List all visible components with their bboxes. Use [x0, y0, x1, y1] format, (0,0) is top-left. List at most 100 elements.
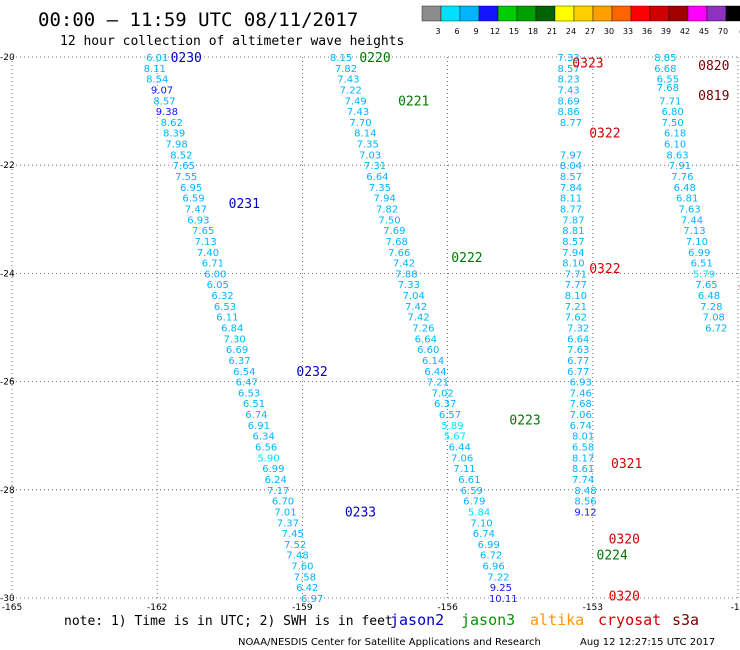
swh-value-jason3: 7.82 [335, 64, 357, 75]
satellite-legend: jason2 jason3 altika cryosat s3a [390, 611, 699, 629]
swh-value-jason2: 7.65 [173, 161, 195, 172]
swh-value-cryosat: 7.94 [562, 248, 584, 259]
swh-value-cryosat: 7.87 [562, 215, 584, 226]
swh-value-cryosat: 8.04 [560, 161, 582, 172]
swh-value-jason2: 7.98 [165, 140, 187, 151]
swh-value-jason2: 8.62 [161, 118, 183, 129]
swh-value-jason2: 6.74 [245, 410, 267, 421]
swh-value-jason2: 8.11 [144, 64, 166, 75]
swh-value-cryosat: 6.64 [567, 334, 589, 345]
swh-value-jason2: 6.34 [253, 432, 275, 443]
swh-value-jason3: 6.60 [417, 345, 439, 356]
swh-value-jason2: 6.69 [226, 345, 248, 356]
pass-time-label: 0820 [698, 59, 729, 74]
pass-time-label: 0819 [698, 89, 729, 104]
y-tick-label: -28 [0, 486, 15, 496]
swh-value-jason3: 7.88 [395, 269, 417, 280]
swh-value-jason3: 7.70 [349, 118, 371, 129]
swh-value-jason3: 7.31 [364, 161, 386, 172]
swh-value-jason2: 6.97 [301, 594, 323, 605]
legend-note: note: 1) Time is in UTC; 2) SWH is in fe… [64, 614, 393, 629]
swh-value-cryosat: 8.48 [574, 486, 596, 497]
swh-value-cryosat: 8.77 [560, 118, 582, 129]
swh-value-jason3: 7.43 [347, 107, 369, 118]
swh-value-cryosat: 7.21 [565, 302, 587, 313]
colorbar-swatch [725, 5, 740, 22]
swh-value-jason3: 7.06 [451, 453, 473, 464]
swh-value-s3a: 7.63 [678, 204, 700, 215]
swh-value-cryosat: 7.32 [567, 324, 589, 335]
swh-value-jason2: 7.30 [224, 334, 246, 345]
swh-value-jason3: 7.04 [403, 291, 425, 302]
swh-value-jason2: 7.65 [192, 226, 214, 237]
colorbar-swatch [440, 5, 461, 22]
pass-time-label: 0231 [229, 197, 260, 212]
swh-value-jason3: 8.15 [330, 53, 352, 64]
swh-value-cryosat: 7.06 [570, 410, 592, 421]
grid-lines [11, 56, 739, 599]
swh-value-s3a: 8.85 [654, 53, 676, 64]
colorbar-level-label: 15 [509, 27, 519, 36]
swh-value-jason2: 6.56 [255, 443, 277, 454]
swh-value-cryosat: 8.57 [562, 237, 584, 248]
swh-value-s3a: 6.18 [664, 129, 686, 140]
legend-altika: altika [530, 611, 584, 629]
colorbar-swatch [687, 5, 708, 22]
y-tick-label: -26 [0, 378, 15, 388]
swh-value-jason2: 6.70 [272, 497, 294, 508]
pass-time-label: 0320 [609, 532, 640, 547]
swh-value-jason3: 5.89 [441, 421, 463, 432]
swh-value-jason3: 6.96 [482, 562, 504, 573]
swh-value-s3a: 6.99 [688, 248, 710, 259]
swh-value-jason3: 7.42 [407, 313, 429, 324]
pass-time-label: 0230 [171, 51, 202, 66]
swh-value-jason2: 6.11 [216, 313, 238, 324]
swh-value-s3a: 7.68 [657, 83, 679, 94]
legend-jason3: jason3 [461, 611, 515, 629]
swh-value-jason3: 7.69 [383, 226, 405, 237]
swh-value-cryosat: 7.68 [570, 399, 592, 410]
colorbar-swatch [459, 5, 480, 22]
colorbar-level-label: 33 [623, 27, 633, 36]
swh-value-jason3: 6.59 [461, 486, 483, 497]
swh-value-jason3: 7.35 [357, 140, 379, 151]
swh-value-s3a: 7.10 [686, 237, 708, 248]
swh-value-jason3: 6.14 [422, 356, 444, 367]
swh-value-cryosat: 6.77 [567, 356, 589, 367]
swh-value-s3a: 7.91 [669, 161, 691, 172]
colorbar-level-label: 30 [604, 27, 614, 36]
swh-value-jason3: 10.11 [489, 594, 518, 605]
swh-value-jason2: 7.40 [197, 248, 219, 259]
swh-value-jason3: 7.26 [412, 324, 434, 335]
colorbar-level-label: 42 [680, 27, 690, 36]
swh-value-jason2: 5.90 [257, 453, 279, 464]
colorbar-swatch [592, 5, 613, 22]
swh-value-jason2: 7.37 [277, 518, 299, 529]
swh-value-cryosat: 7.74 [572, 475, 594, 486]
swh-value-cryosat: 8.69 [557, 96, 579, 107]
swh-value-jason3: 6.64 [415, 334, 437, 345]
swh-value-s3a: 6.48 [674, 183, 696, 194]
colorbar-level-label: 21 [547, 27, 557, 36]
swh-value-cryosat: 8.81 [562, 226, 584, 237]
swh-value-jason2: 6.01 [146, 53, 168, 64]
swh-value-jason2: 6.51 [243, 399, 265, 410]
swh-value-jason2: 6.53 [214, 302, 236, 313]
pass-time-label: 0321 [611, 457, 642, 472]
swh-value-jason2: 7.01 [274, 507, 296, 518]
swh-value-jason2: 8.52 [170, 150, 192, 161]
swh-value-jason3: 6.64 [366, 172, 388, 183]
colorbar-swatch [421, 5, 442, 22]
colorbar-level-label: 36 [642, 27, 652, 36]
swh-value-jason2: 7.45 [282, 529, 304, 540]
swh-value-jason3: 7.49 [345, 96, 367, 107]
swh-value-jason3: 6.57 [439, 410, 461, 421]
colorbar-level-label: 27 [585, 27, 595, 36]
x-tick-label: -162 [147, 603, 167, 613]
swh-value-s3a: 7.08 [703, 313, 725, 324]
legend-s3a: s3a [672, 611, 699, 629]
swh-value-jason2: 6.93 [187, 215, 209, 226]
swh-value-jason3: 6.72 [480, 551, 502, 562]
swh-value-jason3: 7.22 [340, 85, 362, 96]
swh-value-cryosat: 7.63 [567, 345, 589, 356]
